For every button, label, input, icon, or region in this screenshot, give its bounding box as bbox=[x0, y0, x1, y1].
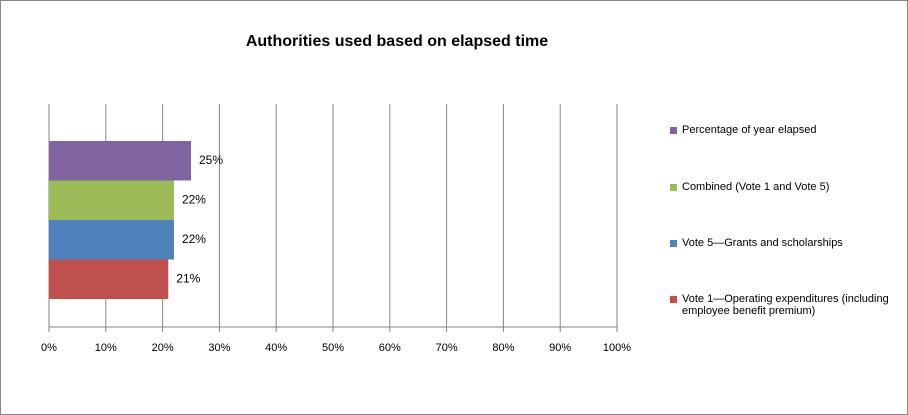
bar bbox=[49, 180, 174, 220]
x-tick-label: 90% bbox=[549, 342, 571, 354]
legend-item: Percentage of year elapsed bbox=[670, 124, 900, 136]
legend-swatch bbox=[670, 240, 677, 247]
bar bbox=[49, 259, 169, 299]
data-label: 21% bbox=[176, 271, 200, 285]
x-tick-label: 10% bbox=[95, 342, 117, 354]
legend-label: Percentage of year elapsed bbox=[682, 124, 817, 136]
x-tick-label: 80% bbox=[492, 342, 514, 354]
x-tick-label: 30% bbox=[208, 342, 230, 354]
legend-label: Combined (Vote 1 and Vote 5) bbox=[682, 181, 830, 193]
legend-swatch bbox=[670, 184, 677, 191]
legend-item: Vote 5—Grants and scholarships bbox=[670, 237, 900, 249]
legend-item: Vote 1—Operating expenditures (including… bbox=[670, 293, 900, 317]
x-tick-label: 60% bbox=[379, 342, 401, 354]
bar bbox=[49, 141, 191, 181]
chart-title: Authorities used based on elapsed time bbox=[246, 33, 548, 50]
data-label: 22% bbox=[182, 192, 206, 206]
x-tick-label: 70% bbox=[436, 342, 458, 354]
legend-swatch bbox=[670, 127, 677, 134]
x-tick-label: 0% bbox=[41, 342, 57, 354]
x-tick-label: 50% bbox=[322, 342, 344, 354]
x-tick-label: 20% bbox=[152, 342, 174, 354]
legend-swatch bbox=[670, 296, 677, 303]
legend-label: Vote 1—Operating expenditures (including… bbox=[682, 293, 889, 317]
data-label: 25% bbox=[199, 153, 223, 167]
x-tick-label: 100% bbox=[603, 342, 631, 354]
x-tick-label: 40% bbox=[265, 342, 287, 354]
bar bbox=[49, 220, 174, 260]
data-label: 22% bbox=[182, 232, 206, 246]
legend-item: Combined (Vote 1 and Vote 5) bbox=[670, 181, 900, 193]
legend-label: Vote 5—Grants and scholarships bbox=[682, 237, 843, 249]
